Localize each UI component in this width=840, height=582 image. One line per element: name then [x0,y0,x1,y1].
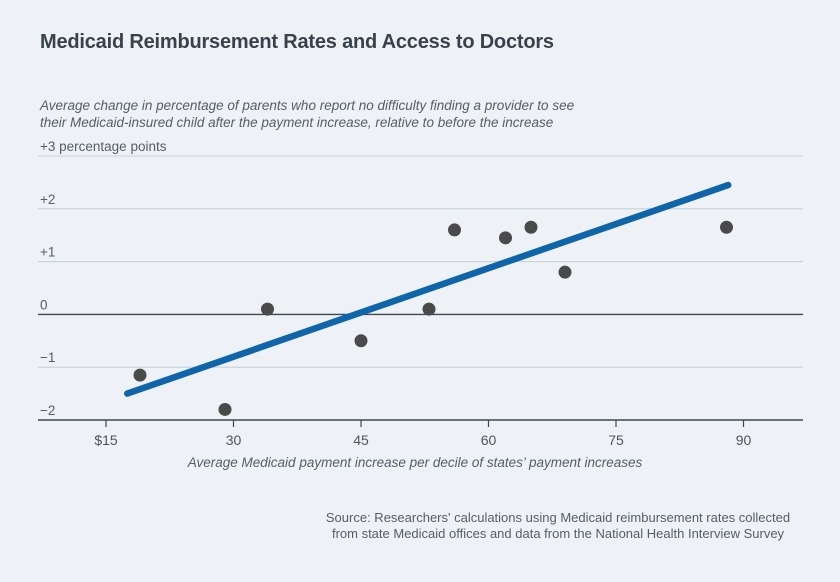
source-note: Source: Researchers' calculations using … [280,510,836,542]
x-tick-label: 75 [608,432,624,448]
y-tick-label: −2 [40,403,55,418]
data-point-4 [354,334,368,348]
chart-subtitle-line2: their Medicaid-insured child after the p… [40,115,554,130]
data-point-8 [524,220,538,234]
y-tick-label: 0 [40,297,48,312]
x-tick-label: 90 [736,432,752,448]
trend-line [124,181,732,397]
y-tick-label: +1 [40,245,55,260]
y-tick-label: +2 [40,192,55,207]
source-note-line1: Source: Researchers' calculations using … [325,510,791,525]
chart-title: Medicaid Reimbursement Rates and Access … [40,31,554,53]
data-point-9 [558,265,572,279]
x-axis-label: Average Medicaid payment increase per de… [187,455,643,470]
y-tick-label: −1 [40,350,55,365]
data-point-7 [499,231,512,245]
x-tick-label: 45 [353,432,369,448]
data-point-6 [448,223,461,237]
data-point-1 [133,368,147,382]
chart-subtitle: Average change in percentage of parents … [40,97,620,131]
x-tick-label: $15 [94,432,118,448]
y-tick-label: +3 percentage points [40,139,167,154]
x-tick-label: 30 [226,432,242,448]
x-tick-label: 60 [481,432,497,448]
source-note-line2: from state Medicaid offices and data fro… [331,526,785,541]
data-point-3 [261,302,274,316]
data-point-10 [720,220,733,234]
chart-subtitle-line1: Average change in percentage of parents … [40,98,575,113]
data-point-5 [422,302,436,316]
data-point-2 [218,402,232,416]
